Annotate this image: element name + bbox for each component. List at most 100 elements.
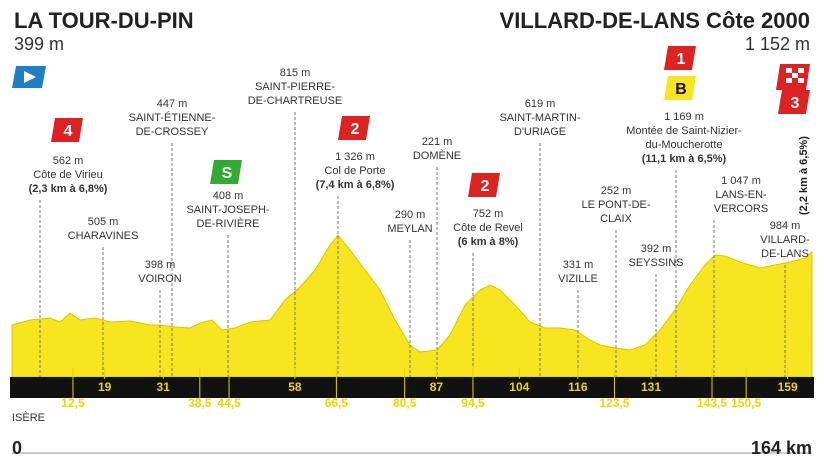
- label-line: DE-CROSSEY: [135, 126, 209, 138]
- km-label: 58: [288, 380, 302, 394]
- place-label: 984 m VILLARD- DE-LANS: [760, 219, 810, 261]
- label-line: DE-RIVIÈRE: [196, 218, 260, 230]
- start-flag-icon: [24, 71, 36, 83]
- start-name: LA TOUR-DU-PIN: [14, 8, 194, 33]
- label-line: 408 m: [212, 190, 244, 202]
- badge-label: 2: [351, 121, 360, 138]
- region: ISÈRE: [12, 412, 46, 424]
- place-label: 752 m Côte de Revel (6 km à 8%): [453, 207, 523, 249]
- label-line: (6 km à 8%): [457, 236, 519, 248]
- badge-label: 3: [791, 95, 800, 112]
- label-line: 562 m: [52, 155, 84, 167]
- place-label: 392 m SEYSSINS: [628, 242, 683, 270]
- label-line: D'URIAGE: [513, 126, 567, 138]
- km-label: 94,5: [461, 396, 485, 410]
- label-line: 984 m: [769, 220, 801, 232]
- label-line: VOIRON: [138, 273, 182, 285]
- label-line: 447 m: [156, 98, 188, 110]
- place-label: 290 m MEYLAN: [387, 208, 432, 236]
- start-altitude: 399 m: [14, 34, 65, 54]
- label-line: DOMÈNE: [412, 150, 462, 162]
- place-label: 221 m DOMÈNE: [413, 135, 461, 163]
- climb-badge: [51, 118, 83, 142]
- label-line: SAINT-JOSEPH-: [186, 204, 270, 216]
- place-label: 1 047 m LANS-EN- VERCORS: [714, 174, 768, 216]
- label-line: 619 m: [524, 98, 556, 110]
- label-line: SEYSSINS: [628, 257, 684, 269]
- place-label: 1 169 m Montée de Saint-Nizier-du-Moucher…: [626, 110, 742, 166]
- finish-flag: [776, 64, 810, 90]
- badge-label: 4: [64, 123, 73, 140]
- climb-badge: [664, 46, 696, 70]
- label-line: DE-LANS: [761, 248, 809, 260]
- label-line: 252 m: [600, 185, 632, 197]
- finish-name: VILLARD-DE-LANS Côte 2000: [499, 8, 810, 33]
- label-line: SAINT-PIERRE-: [254, 81, 336, 93]
- label-line: VILLARD-: [760, 234, 810, 246]
- label-line: CLAIX: [600, 213, 632, 225]
- label-line: du-Moucherotte: [645, 139, 723, 151]
- label-line: 1 169 m: [664, 111, 704, 123]
- label-line: LANS-EN-: [715, 189, 767, 201]
- finish-climb: (2,2 km à 6,5%): [798, 136, 810, 215]
- km-label: 131: [641, 380, 661, 394]
- km-label: 159: [778, 380, 798, 394]
- label-line: SAINT-ÉTIENNE-: [128, 112, 216, 124]
- label-line: 290 m: [394, 209, 426, 221]
- label-line: (11,1 km à 6,5%): [641, 153, 727, 165]
- label-line: 752 m: [472, 208, 504, 220]
- place-label: 815 m SAINT-PIERRE- DE-CHARTREUSE: [248, 66, 343, 108]
- label-line: 1 326 m: [335, 151, 375, 163]
- climb-badge: [210, 160, 242, 184]
- label-line: DE-CHARTREUSE: [247, 95, 343, 107]
- badge-label: S: [222, 165, 233, 182]
- label-line: 221 m: [421, 136, 453, 148]
- end-km: 164 km: [750, 438, 812, 458]
- km-bar: [10, 377, 814, 398]
- km-label: 104: [509, 380, 529, 394]
- climb-badge: [778, 90, 810, 114]
- label-line: 505 m: [87, 216, 119, 228]
- place-label: 447 m SAINT-ÉTIENNE- DE-CROSSEY: [129, 97, 216, 139]
- km-label: 38,5: [188, 396, 212, 410]
- label-line: 1 047 m: [721, 175, 761, 187]
- label-line: 398 m: [144, 259, 176, 271]
- label-line: 331 m: [562, 259, 594, 271]
- km-label: 150,5: [731, 396, 761, 410]
- label-line: MEYLAN: [387, 223, 433, 235]
- badge-label: 1: [677, 51, 686, 68]
- label-line: 392 m: [640, 243, 672, 255]
- place-label: 562 m Côte de Virieu (2,3 km à 6,8%): [29, 154, 108, 196]
- km-label: 116: [568, 380, 588, 394]
- place-label: 619 m SAINT-MARTIN- D'URIAGE: [499, 97, 580, 139]
- km-label: 143,5: [697, 396, 727, 410]
- km-label: 66,5: [325, 396, 349, 410]
- finish-altitude: 1 152 m: [744, 34, 810, 54]
- label-line: (2,3 km à 6,8%): [28, 183, 108, 195]
- km-label: 12,5: [61, 396, 85, 410]
- climb-badge: [664, 76, 696, 100]
- label-line: Col de Porte: [324, 165, 386, 177]
- place-label: 505 m CHARAVINES: [68, 215, 139, 243]
- label-line: VIZILLE: [558, 273, 598, 285]
- label-line: SAINT-MARTIN-: [499, 112, 581, 124]
- climb-badge: [338, 116, 370, 140]
- label-line: 815 m: [279, 67, 311, 79]
- km-label: 19: [98, 380, 112, 394]
- label-line: VERCORS: [713, 203, 769, 215]
- place-label: 331 m VIZILLE: [558, 258, 598, 286]
- label-line: Montée de Saint-Nizier-: [626, 125, 742, 137]
- label-line: Côte de Revel: [453, 222, 523, 234]
- km-label: 31: [157, 380, 171, 394]
- badge-label: 2: [481, 178, 490, 195]
- badge-label: B: [675, 81, 687, 98]
- elevation-profile: [11, 234, 813, 378]
- km-label: 44,5: [217, 396, 241, 410]
- label-line: (7,4 km à 6,8%): [315, 179, 395, 191]
- label-line: LE PONT-DE-: [581, 199, 651, 211]
- km-label: 80,5: [393, 396, 417, 410]
- label-line: Côte de Virieu: [33, 169, 103, 181]
- climb-badge: [468, 173, 500, 197]
